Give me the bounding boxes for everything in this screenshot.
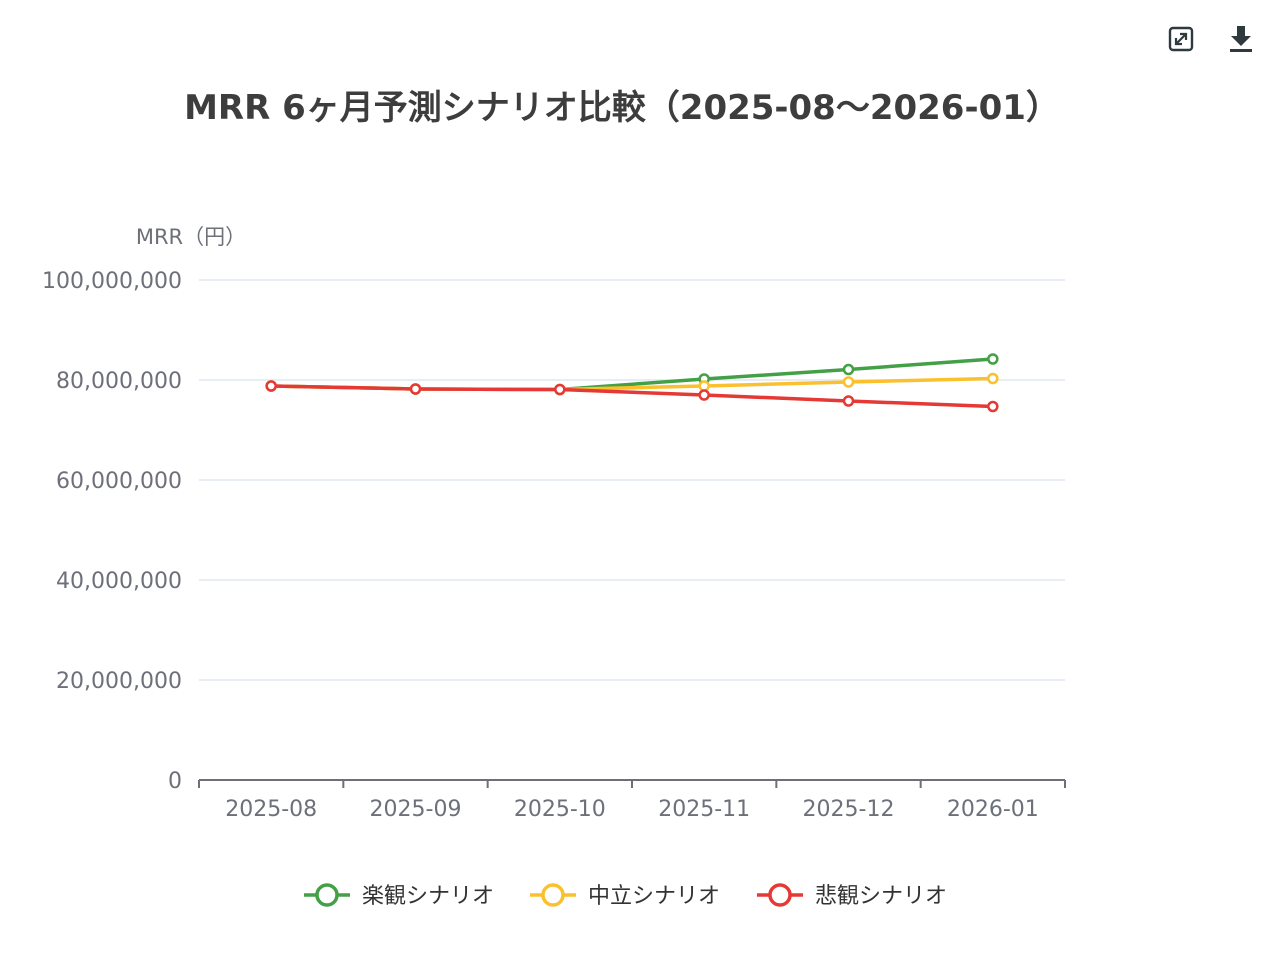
legend-marker — [541, 883, 565, 907]
y-tick-label: 0 — [168, 769, 182, 794]
y-axis-ticks: 0 20,000,000 40,000,000 60,000,000 80,000,00… — [42, 269, 182, 794]
x-tick-label: 2026-01 — [947, 797, 1039, 822]
data-point — [842, 395, 855, 407]
x-axis-ticks: 2025-08 2025-09 2025-10 2025-11 2025-12 2026-… — [225, 797, 1039, 822]
series-line — [271, 384, 993, 409]
x-tick-label: 2025-09 — [370, 797, 462, 822]
data-point — [987, 353, 999, 365]
data-point — [409, 383, 422, 395]
series-lines — [265, 353, 999, 413]
data-point — [698, 389, 710, 401]
y-tick-label: 40,000,000 — [56, 569, 182, 594]
x-tick-label: 2025-08 — [225, 797, 317, 822]
legend-label: 楽観シナリオ — [362, 884, 494, 909]
data-point — [842, 376, 855, 388]
grid-lines — [199, 279, 1065, 681]
data-point — [554, 383, 566, 396]
series-line — [271, 357, 993, 392]
data-point — [698, 380, 710, 392]
legend-item[interactable]: 楽観シナリオ — [304, 883, 494, 909]
x-tick-label: 2025-12 — [803, 797, 895, 822]
restore-icon — [1168, 26, 1194, 52]
x-axis — [198, 779, 1066, 788]
restore-button[interactable] — [1166, 24, 1196, 54]
data-point — [987, 372, 999, 385]
data-point — [987, 400, 999, 413]
y-axis-name: MRR（円） — [136, 225, 246, 249]
data-point — [842, 363, 855, 376]
legend-marker — [768, 883, 792, 907]
legend-label: 悲観シナリオ — [815, 884, 947, 909]
y-tick-label: 20,000,000 — [56, 669, 182, 694]
legend: 楽観シナリオ 中立シナリオ 悲観シナリオ — [304, 883, 947, 909]
legend-item[interactable]: 悲観シナリオ — [757, 883, 947, 909]
y-tick-label: 80,000,000 — [56, 369, 182, 394]
legend-label: 中立シナリオ — [588, 884, 720, 909]
x-tick-label: 2025-10 — [514, 797, 606, 822]
chart-title: MRR 6ヶ月予測シナリオ比較（2025-08〜2026-01） — [184, 88, 1060, 128]
series-2 — [265, 380, 999, 413]
data-point — [265, 380, 277, 392]
x-tick-label: 2025-11 — [658, 797, 750, 822]
download-icon — [1230, 26, 1252, 52]
chart-toolbar — [1166, 24, 1256, 54]
y-tick-label: 100,000,000 — [42, 269, 182, 294]
download-button[interactable] — [1226, 24, 1256, 54]
y-tick-label: 60,000,000 — [56, 469, 182, 494]
legend-item[interactable]: 中立シナリオ — [530, 883, 720, 909]
legend-marker — [315, 883, 339, 907]
